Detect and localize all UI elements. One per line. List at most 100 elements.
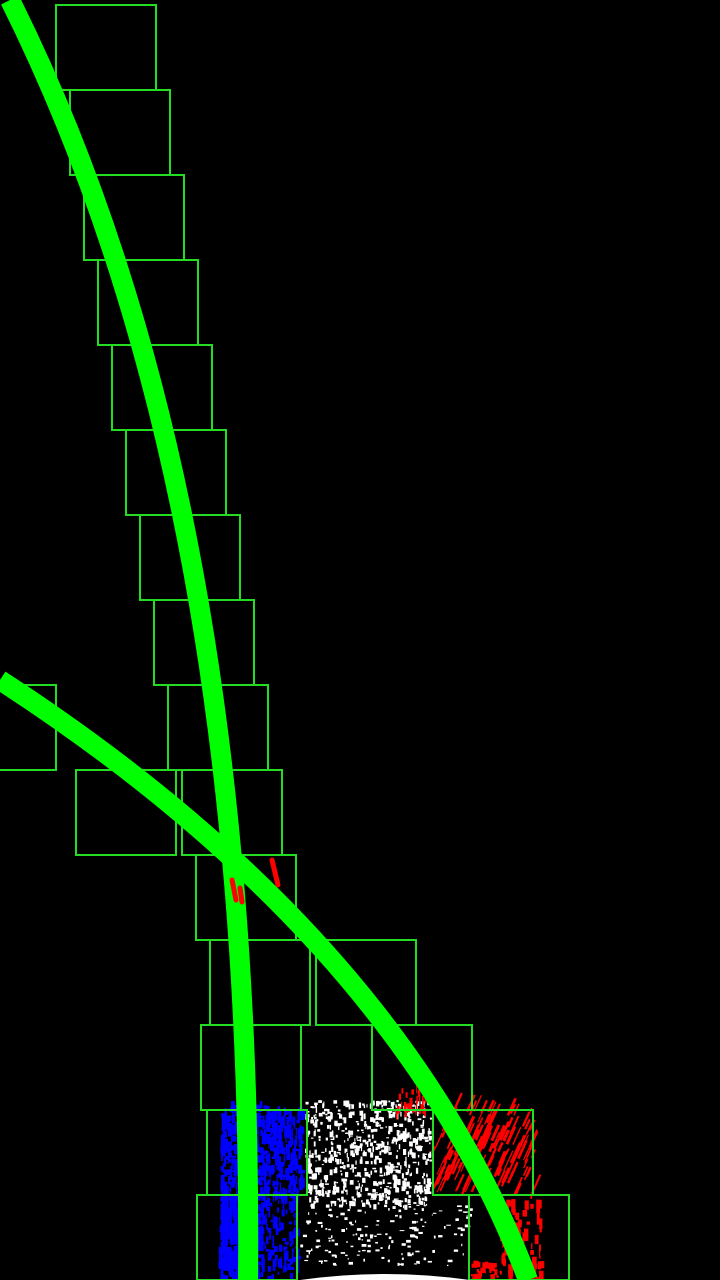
blue-pixel — [231, 1146, 235, 1150]
white-pixel — [343, 1100, 347, 1106]
white-pixel — [414, 1228, 419, 1232]
white-pixel — [364, 1211, 366, 1214]
blue-pixel — [224, 1156, 227, 1164]
blue-pixel — [221, 1113, 226, 1118]
white-pixel — [327, 1125, 330, 1129]
white-pixel — [399, 1137, 403, 1139]
red-pixel — [405, 1103, 409, 1108]
white-pixel — [423, 1201, 425, 1207]
white-pixel — [348, 1103, 351, 1110]
red-pixel — [480, 1267, 486, 1274]
white-pixel — [370, 1170, 373, 1175]
white-pixel — [361, 1184, 363, 1187]
blue-pixel — [264, 1186, 268, 1192]
white-pixel — [462, 1253, 464, 1256]
blue-pixel — [284, 1131, 286, 1139]
white-pixel — [422, 1176, 424, 1179]
white-pixel — [389, 1146, 391, 1151]
white-pixel — [314, 1121, 318, 1128]
white-pixel — [388, 1152, 392, 1155]
white-pixel — [446, 1224, 451, 1226]
blue-pixel — [234, 1246, 240, 1259]
blue-pixel — [276, 1178, 278, 1191]
blue-pixel — [291, 1235, 294, 1245]
blue-pixel — [236, 1190, 239, 1194]
white-pixel — [376, 1100, 380, 1107]
white-pixel — [378, 1195, 383, 1201]
white-pixel — [373, 1128, 378, 1132]
white-pixel — [307, 1158, 311, 1163]
white-pixel — [331, 1239, 335, 1242]
white-pixel — [340, 1212, 345, 1216]
red-pixel — [411, 1089, 414, 1095]
white-pixel — [335, 1187, 337, 1190]
blue-pixel — [290, 1190, 292, 1195]
red-pixel — [524, 1200, 529, 1210]
white-pixel — [417, 1111, 419, 1117]
white-pixel — [378, 1181, 383, 1185]
red-pixel — [436, 1155, 446, 1176]
white-pixel — [341, 1196, 344, 1201]
blue-pixel — [296, 1119, 299, 1124]
red-pixel — [417, 1089, 421, 1097]
blue-pixel — [287, 1263, 291, 1270]
blue-pixel — [300, 1175, 304, 1187]
blue-pixel — [256, 1230, 261, 1240]
white-pixel — [374, 1192, 376, 1198]
blue-pixel — [267, 1252, 272, 1261]
white-pixel — [408, 1164, 411, 1169]
white-pixel — [383, 1100, 387, 1106]
white-pixel — [340, 1173, 343, 1176]
blue-pixel — [258, 1238, 262, 1249]
red-pixel — [511, 1199, 516, 1213]
white-pixel — [379, 1116, 383, 1119]
red-pixel — [415, 1109, 417, 1115]
white-pixel — [345, 1254, 348, 1257]
red-pixel — [499, 1158, 506, 1169]
blue-pixel — [286, 1174, 290, 1180]
blue-pixel — [222, 1125, 226, 1136]
white-pixel — [398, 1144, 401, 1150]
white-pixel — [347, 1138, 349, 1141]
white-pixel — [378, 1158, 382, 1163]
white-pixel — [393, 1116, 395, 1118]
blue-pixel — [262, 1115, 265, 1127]
red-pixel — [488, 1142, 495, 1153]
white-pixel — [381, 1100, 385, 1103]
blue-pixel — [300, 1126, 305, 1134]
blue-pixel — [278, 1131, 281, 1143]
blue-pixel — [256, 1204, 261, 1210]
red-pixel — [475, 1117, 484, 1134]
white-pixel — [300, 1244, 304, 1248]
white-pixel — [385, 1145, 389, 1152]
white-pixel — [346, 1103, 349, 1107]
white-pixel — [415, 1143, 417, 1149]
white-pixel — [388, 1126, 393, 1132]
white-pixel — [356, 1254, 360, 1256]
blue-pixel — [281, 1162, 283, 1172]
white-pixel — [334, 1243, 338, 1246]
white-pixel — [370, 1161, 373, 1165]
white-pixel — [393, 1178, 398, 1184]
white-pixel — [397, 1179, 401, 1186]
red-pixel — [524, 1118, 531, 1130]
right-window-3 — [315, 939, 417, 1026]
white-pixel — [318, 1112, 323, 1117]
blue-pixel — [263, 1163, 268, 1172]
white-pixel — [409, 1141, 413, 1147]
white-pixel — [316, 1167, 320, 1172]
white-pixel — [352, 1168, 354, 1173]
white-pixel — [427, 1260, 432, 1263]
white-pixel — [414, 1263, 417, 1265]
white-pixel — [370, 1152, 374, 1158]
white-pixel — [392, 1169, 396, 1171]
blue-pixel — [295, 1145, 297, 1157]
blue-pixel — [280, 1195, 285, 1201]
white-pixel — [364, 1172, 369, 1177]
white-pixel — [347, 1157, 349, 1162]
white-pixel — [350, 1224, 354, 1226]
red-pixel — [404, 1108, 407, 1118]
blue-pixel — [271, 1111, 276, 1123]
white-pixel — [369, 1234, 374, 1237]
white-pixel — [367, 1174, 370, 1177]
